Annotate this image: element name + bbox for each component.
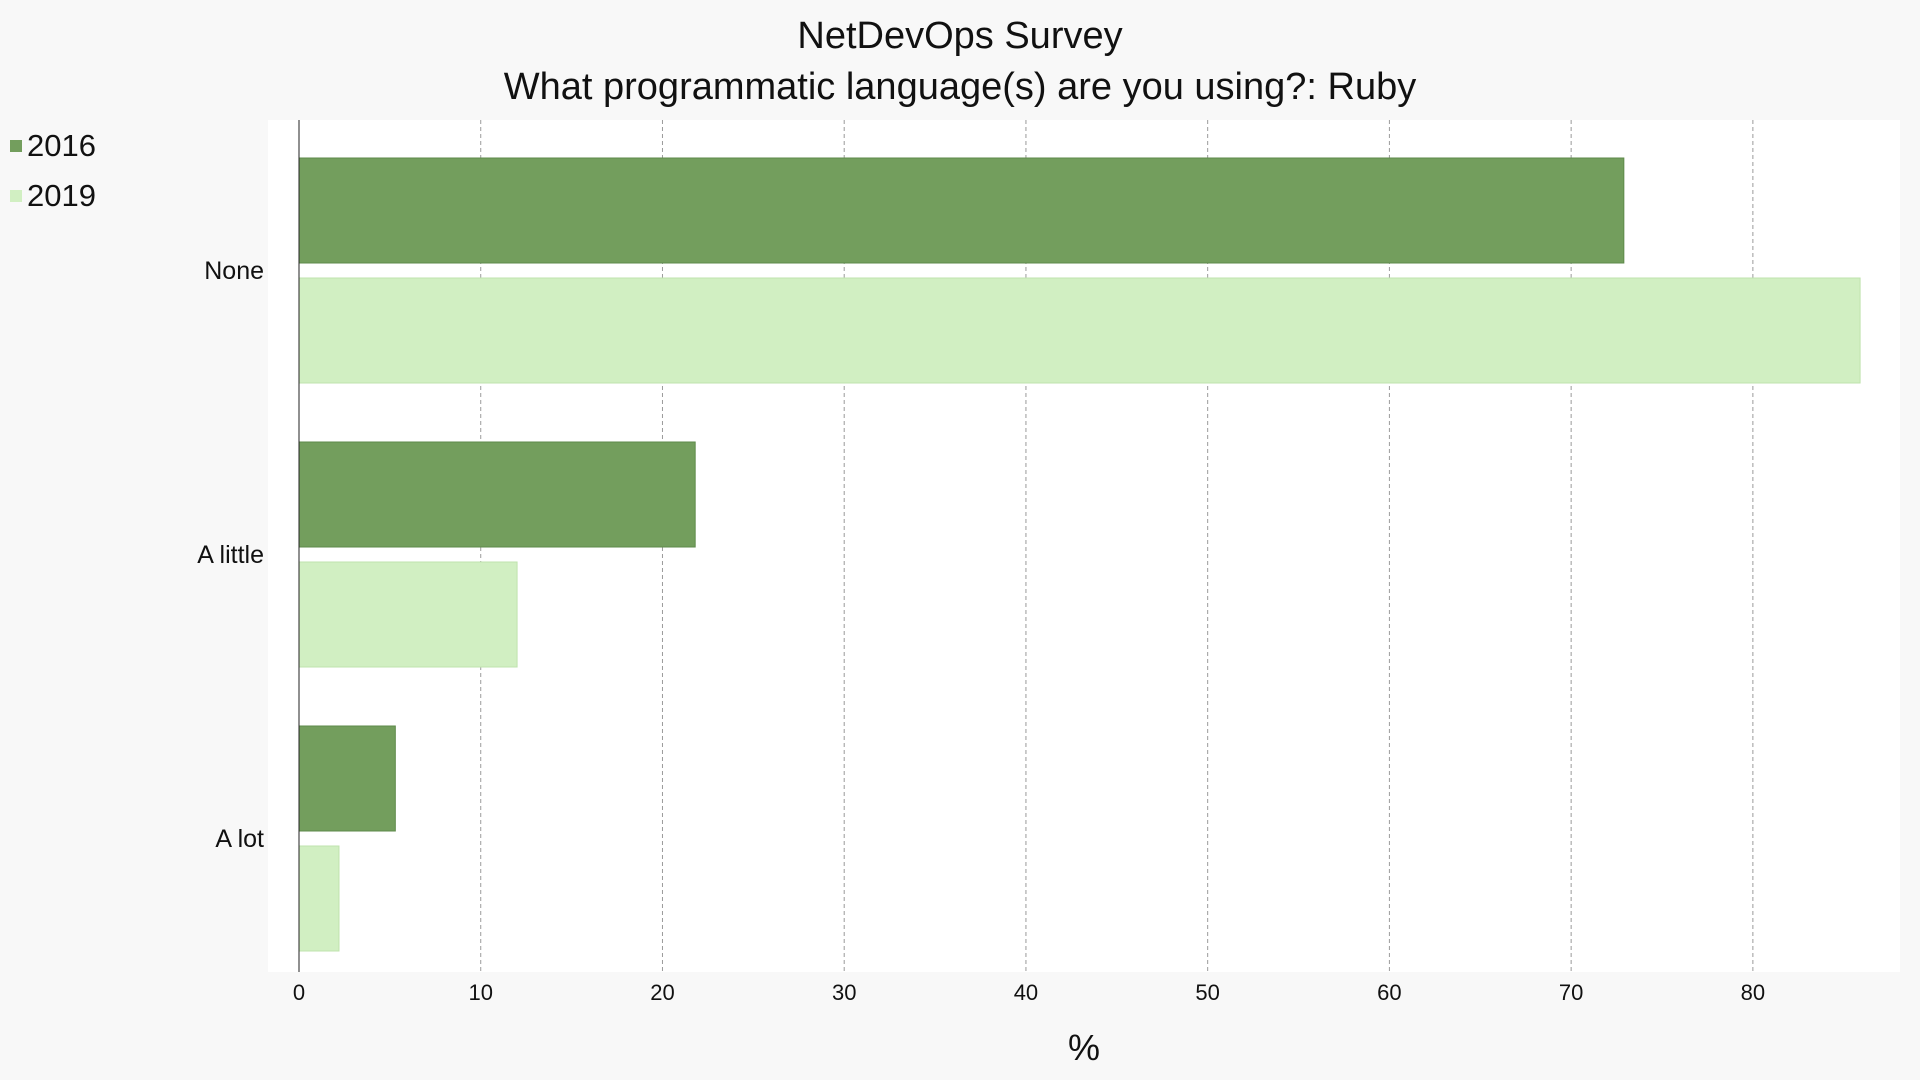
bar-2016-a-lot <box>298 725 396 832</box>
category-labels: None A little A lot <box>197 257 264 853</box>
bar-2016-none <box>298 157 1625 264</box>
x-tick-label-10: 10 <box>468 980 492 1005</box>
category-label-a-little: A little <box>197 541 264 569</box>
x-axis-label: % <box>1068 1027 1100 1068</box>
x-tick-label-0: 0 <box>293 980 305 1005</box>
bar-2019-a-lot <box>298 845 340 952</box>
x-tick-label-50: 50 <box>1195 980 1219 1005</box>
legend-label-2016: 2016 <box>27 128 96 163</box>
x-tick-label-20: 20 <box>650 980 674 1005</box>
category-label-none: None <box>204 257 264 285</box>
chart-subtitle: What programmatic language(s) are you us… <box>504 66 1416 108</box>
legend-label-2019: 2019 <box>27 178 96 213</box>
bars <box>298 157 1861 952</box>
x-tick-label-70: 70 <box>1559 980 1583 1005</box>
x-tick-label-80: 80 <box>1741 980 1765 1005</box>
x-tick-label-60: 60 <box>1377 980 1401 1005</box>
chart-title: NetDevOps Survey <box>797 15 1122 57</box>
bar-2019-none <box>298 277 1861 384</box>
category-label-a-lot: A lot <box>215 825 264 853</box>
x-tick-label-30: 30 <box>832 980 856 1005</box>
legend-swatch-2016 <box>10 140 22 152</box>
bar-2019-a-little <box>298 561 518 668</box>
bar-2016-a-little <box>298 441 696 548</box>
x-tick-labels: 0 10 20 30 40 50 60 70 80 <box>293 980 1765 1005</box>
legend: 2016 2019 <box>10 128 96 213</box>
x-tick-label-40: 40 <box>1014 980 1038 1005</box>
legend-swatch-2019 <box>10 190 22 202</box>
